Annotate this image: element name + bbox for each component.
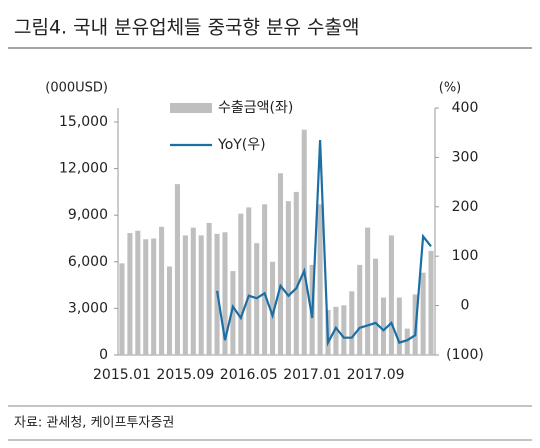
bar: [119, 263, 125, 355]
bar: [206, 222, 212, 355]
bar: [396, 297, 402, 355]
bar: [270, 261, 276, 355]
bar: [388, 235, 394, 355]
bar: [428, 250, 434, 355]
legend-label: 수출금액(좌): [218, 100, 293, 116]
bar: [333, 306, 339, 355]
y2-tick-label: 0: [461, 298, 470, 314]
y-tick-label: 15,000: [59, 114, 108, 130]
source: 자료: 관세청, 케이프투자증권: [14, 416, 174, 431]
y-tick-label: 12,000: [59, 161, 108, 177]
bar: [285, 201, 291, 355]
y2-axis-label: (%): [439, 81, 462, 96]
y-tick-label: 0: [99, 347, 108, 363]
x-tick-label: 2016.05: [220, 367, 278, 383]
bar: [198, 235, 204, 355]
bar: [365, 227, 371, 355]
bar: [341, 305, 347, 355]
y2-tick-label: 200: [452, 199, 479, 215]
y2-tick-label: 300: [452, 149, 479, 165]
y-axis-label: (000USD): [45, 81, 108, 96]
x-tick-label: 2015.09: [156, 367, 214, 383]
bar: [190, 227, 196, 355]
bar: [277, 173, 283, 355]
bar: [301, 129, 307, 355]
bar: [317, 204, 323, 355]
bar: [246, 207, 252, 355]
y2-tick-label: 100: [452, 248, 479, 264]
bar: [135, 230, 141, 355]
bar: [238, 213, 244, 355]
legend-label: YoY(우): [217, 137, 266, 153]
bar: [151, 238, 157, 355]
bar: [159, 226, 165, 355]
y-tick-label: 3,000: [68, 300, 108, 316]
bar: [166, 266, 173, 355]
bar: [357, 264, 363, 355]
bar: [222, 232, 228, 355]
bar: [230, 271, 236, 355]
bar: [143, 239, 149, 355]
y2-tick-label: (100): [446, 347, 484, 363]
bar: [174, 184, 180, 355]
bar: [349, 291, 355, 355]
bar: [127, 233, 133, 355]
y-tick-label: 6,000: [68, 254, 108, 270]
bar: [373, 258, 379, 355]
y-tick-label: 9,000: [68, 207, 108, 223]
bar: [262, 204, 268, 355]
y2-tick-label: 400: [452, 100, 479, 116]
bar: [182, 235, 188, 355]
line: [216, 140, 432, 347]
bar: [420, 272, 426, 355]
bar: [293, 191, 299, 355]
chart-title: 그림4. 국내 분유업체들 중국향 분유 수출액: [14, 17, 360, 39]
x-tick-label: 2017.01: [283, 367, 341, 383]
x-tick-label: 2017.09: [347, 367, 405, 383]
bar: [404, 328, 410, 355]
bar: [380, 297, 387, 355]
x-tick-label: 2015.01: [93, 367, 151, 383]
legend-swatch: [170, 103, 212, 113]
